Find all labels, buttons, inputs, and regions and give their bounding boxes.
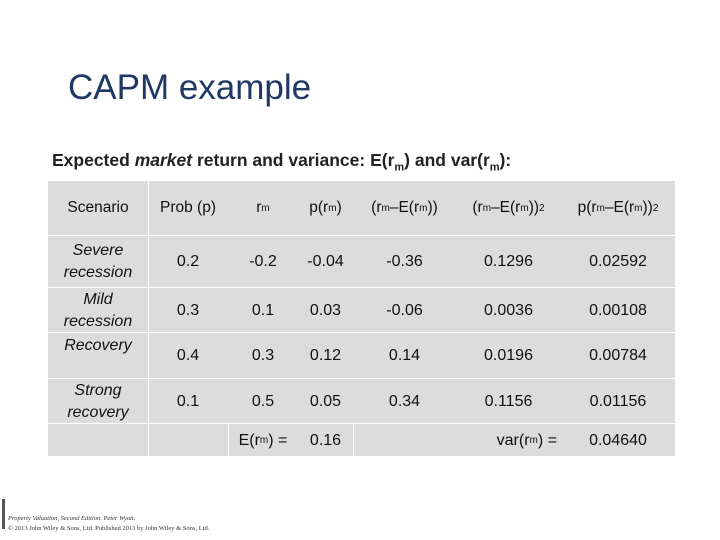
deviation-cell: 0.34 <box>388 392 421 410</box>
column-divider <box>228 423 229 456</box>
scenario-cell: Mild recession <box>63 290 133 330</box>
scenario-cell: Severe recession <box>63 242 133 281</box>
prob-cell: 0.3 <box>176 301 200 319</box>
scenario-cell: Recovery <box>64 337 132 354</box>
erm-value: 0.16 <box>309 431 342 449</box>
footer-book-credit: Property Valuation, Second Edition. Pete… <box>8 515 136 522</box>
column-divider <box>353 423 354 456</box>
table-row: Strong recovery 0.1 0.5 0.05 0.34 0.1156… <box>48 378 675 424</box>
footer-copyright: © 2013 John Wiley & Sons, Ltd. Published… <box>8 525 210 532</box>
var-rm-value: 0.04640 <box>589 431 647 449</box>
rm-cell: 0.1 <box>251 301 275 319</box>
header-deviation-squared: (r m –E(r m)) 2 <box>472 199 545 216</box>
prob-cell: 0.1 <box>176 392 200 410</box>
slide-title: CAPM example <box>68 68 312 107</box>
header-scenario: Scenario <box>67 199 129 216</box>
publisher-logo-icon <box>2 499 5 529</box>
rm-cell: -0.2 <box>249 253 277 270</box>
deviation-squared-cell: 0.0036 <box>484 301 533 319</box>
column-divider <box>148 181 149 456</box>
p-rm-cell: 0.12 <box>309 347 342 364</box>
prob-cell: 0.4 <box>176 347 200 364</box>
prob-cell: 0.2 <box>176 253 200 270</box>
weighted-deviation-squared-cell: 0.00784 <box>589 347 647 364</box>
p-rm-cell: 0.03 <box>309 301 342 319</box>
table-row: Recovery 0.4 0.3 0.12 0.14 0.0196 0.0078… <box>48 332 675 379</box>
scenario-cell: Strong recovery <box>67 381 129 421</box>
header-prob: Prob (p) <box>160 199 216 216</box>
deviation-cell: -0.06 <box>386 301 423 319</box>
weighted-deviation-squared-cell: 0.01156 <box>589 392 647 410</box>
var-rm-label: var(r m) = <box>496 431 557 449</box>
rm-cell: 0.5 <box>251 392 275 410</box>
p-rm-cell: 0.05 <box>309 392 342 410</box>
deviation-cell: -0.36 <box>386 253 423 270</box>
deviation-squared-cell: 0.0196 <box>484 347 533 364</box>
weighted-deviation-squared-cell: 0.02592 <box>589 253 647 270</box>
p-rm-cell: -0.04 <box>307 253 344 270</box>
header-p-rm: p(r m) <box>309 199 342 216</box>
slide-subtitle: Expected market return and variance: E(r… <box>52 150 512 174</box>
deviation-cell: 0.14 <box>388 347 421 364</box>
erm-label: E(r m) = <box>238 431 288 449</box>
deviation-squared-cell: 0.1156 <box>484 392 533 410</box>
rm-cell: 0.3 <box>251 347 275 364</box>
header-deviation: (r m –E(r m)) <box>371 199 438 216</box>
deviation-squared-cell: 0.1296 <box>484 253 533 270</box>
header-prob-weighted-deviation-squared: p(r m –E(r m)) 2 <box>577 199 659 216</box>
summary-row: E(r m) = 0.16 var(r m) = 0.04640 <box>48 423 675 457</box>
table-row: Severe recession 0.2 -0.2 -0.04 -0.36 0.… <box>48 235 675 288</box>
table-row: Mild recession 0.3 0.1 0.03 -0.06 0.0036… <box>48 287 675 333</box>
weighted-deviation-squared-cell: 0.00108 <box>589 301 647 319</box>
